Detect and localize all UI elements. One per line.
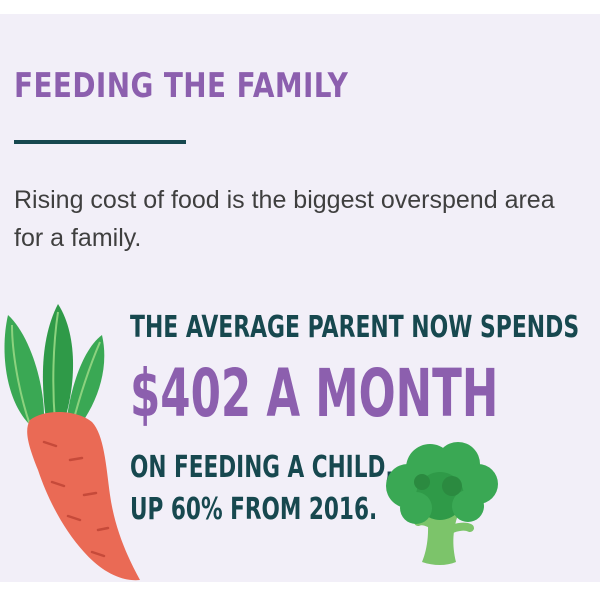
stat-tail-line-2: UP 60% FROM 2016. (130, 492, 378, 527)
stat-lead-text: THE AVERAGE PARENT NOW SPENDS (130, 310, 580, 345)
title-divider (14, 140, 186, 144)
infographic-card: FEEDING THE FAMILY Rising cost of food i… (0, 14, 600, 582)
carrot-icon (4, 304, 140, 581)
page-title: FEEDING THE FAMILY (14, 66, 349, 106)
stat-tail-line-1: ON FEEDING A CHILD, (130, 450, 394, 485)
broccoli-icon (386, 442, 498, 565)
intro-text: Rising cost of food is the biggest overs… (14, 186, 555, 252)
stat-amount: $402 A MONTH (130, 355, 499, 432)
